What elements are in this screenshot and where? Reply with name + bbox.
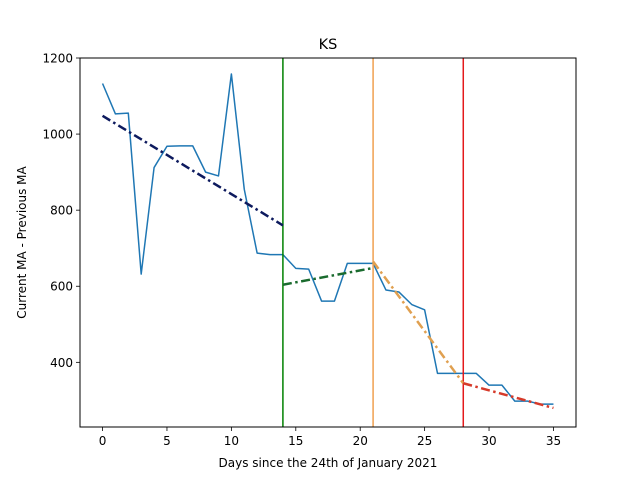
- x-tick-label-20: 20: [353, 434, 368, 448]
- x-axis-label: Days since the 24th of January 2021: [219, 456, 438, 470]
- x-tick-label-15: 15: [288, 434, 303, 448]
- y-tick-label-400: 400: [50, 356, 73, 370]
- plot-frame: [79, 57, 577, 428]
- y-tick-label-600: 600: [50, 280, 73, 294]
- y-tick-label-800: 800: [50, 204, 73, 218]
- trend-line-3: [462, 382, 554, 410]
- x-tick-label-5: 5: [163, 434, 171, 448]
- trend-line-0: [101, 114, 284, 227]
- trend-line-2: [372, 260, 465, 384]
- x-axis: 0 5 10 15 20 25 30 35: [99, 427, 561, 448]
- x-tick-label-0: 0: [99, 434, 107, 448]
- series-line-0: [101, 73, 554, 405]
- y-axis: 400 600 800 1000 1200: [42, 52, 80, 370]
- trend-line-1: [282, 266, 374, 286]
- x-tick-label-35: 35: [546, 434, 561, 448]
- y-tick-label-1200: 1200: [42, 52, 73, 66]
- chart-title: KS: [319, 37, 338, 53]
- plot-content: [101, 58, 554, 427]
- x-tick-label-10: 10: [224, 434, 239, 448]
- x-tick-label-30: 30: [481, 434, 496, 448]
- x-tick-label-25: 25: [417, 434, 432, 448]
- y-tick-label-1000: 1000: [42, 128, 73, 142]
- y-axis-label: Current MA - Previous MA: [15, 165, 29, 318]
